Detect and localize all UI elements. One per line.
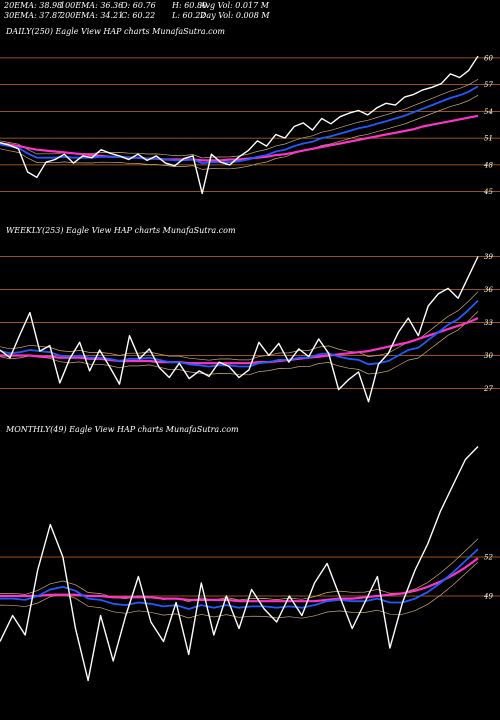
monthly-ema-fast-line	[0, 548, 479, 610]
monthly-price-line	[0, 446, 479, 682]
y-tick-label: 52	[484, 554, 493, 562]
y-tick-label: 60	[484, 54, 493, 62]
ema-band-line	[0, 561, 479, 619]
ema-band-line	[0, 311, 479, 376]
y-tick-label: 36	[484, 286, 493, 294]
y-tick-label: 51	[484, 135, 493, 143]
y-tick-label: 48	[483, 161, 493, 169]
weekly-ema-fast-line	[0, 299, 479, 368]
stat-low: L: 60.22	[172, 11, 206, 20]
y-tick-label: 57	[484, 81, 493, 89]
y-tick-label: 54	[484, 108, 493, 116]
weekly-chart-title: WEEKLY(253) Eagle View HAP charts Munafa…	[6, 226, 236, 235]
y-tick-label: 45	[483, 188, 493, 196]
y-tick-label: 39	[484, 253, 493, 261]
daily-ema-slow-line	[0, 114, 479, 162]
ema-band-line	[0, 291, 479, 361]
weekly-price-line	[0, 256, 479, 403]
stat-close: C: 60.22	[121, 11, 156, 20]
stat-30ema: 30EMA: 37.87	[4, 11, 63, 20]
y-tick-label: 30	[484, 352, 493, 360]
stat-day-vol: Day Vol: 0.008 M	[200, 11, 270, 20]
ema-band-line	[0, 94, 479, 170]
stat-100ema: 100EMA: 36.36	[60, 1, 124, 10]
daily-ema-fast-line	[0, 85, 479, 165]
stat-200ema: 200EMA: 34.21	[60, 11, 124, 20]
monthly-chart-title: MONTHLY(49) Eagle View HAP charts Munafa…	[6, 425, 239, 434]
y-tick-label: 33	[484, 319, 493, 327]
y-tick-label: 27	[483, 385, 493, 393]
stat-20ema: 20EMA: 38.98	[4, 1, 63, 10]
daily-chart-title: DAILY(250) Eagle View HAP charts MunafaS…	[6, 27, 226, 36]
weekly-ema-slow-line	[0, 317, 479, 365]
stat-high: H: 60.80	[172, 1, 208, 10]
monthly-ema-slow-line	[0, 557, 479, 603]
stat-avg-vol: Avg Vol: 0.017 M	[200, 1, 269, 10]
stat-open: O: 60.76	[121, 1, 156, 10]
y-tick-label: 49	[483, 593, 493, 601]
ema-band-line	[0, 78, 479, 159]
daily-price-line	[0, 55, 479, 195]
